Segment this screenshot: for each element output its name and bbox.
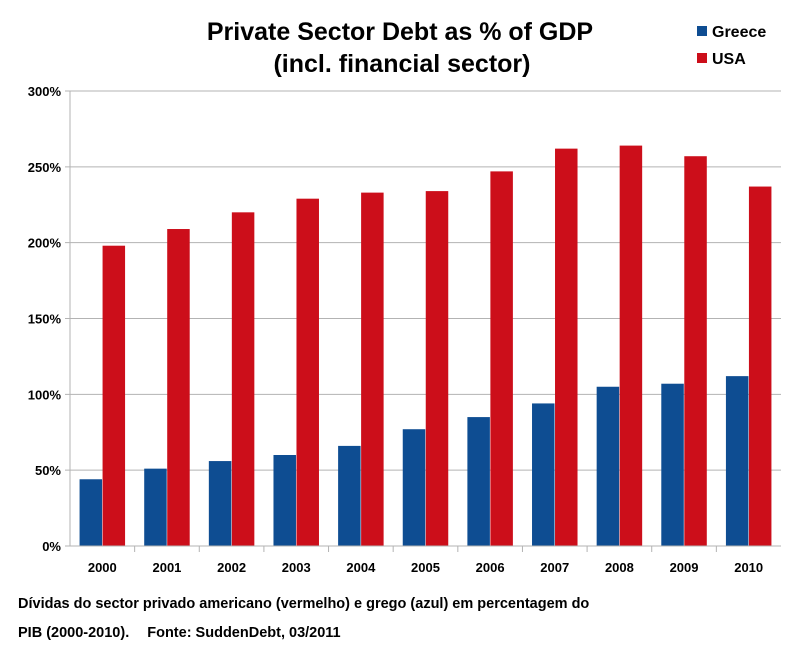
legend-label-greece: Greece xyxy=(712,24,766,41)
legend-swatch-usa xyxy=(697,53,707,63)
caption-line-2: PIB (2000-2010). Fonte: SuddenDebt, 03/20… xyxy=(18,625,341,641)
x-tick-label: 2002 xyxy=(217,560,246,575)
bar-usa xyxy=(296,198,319,546)
bar-greece xyxy=(79,479,103,546)
legend-label-usa: USA xyxy=(712,51,746,68)
x-tick-label: 2003 xyxy=(282,560,311,575)
y-tick-label: 200% xyxy=(28,236,62,251)
bar-usa xyxy=(102,245,126,546)
bar-usa xyxy=(619,145,643,546)
axes xyxy=(69,91,781,552)
x-tick-label: 2007 xyxy=(540,560,569,575)
bar-usa xyxy=(167,229,190,546)
bar-greece xyxy=(467,417,490,546)
x-tick-label: 2001 xyxy=(152,560,181,575)
bar-usa xyxy=(684,156,707,546)
bar-usa xyxy=(231,212,255,547)
x-tick-label: 2008 xyxy=(605,560,634,575)
y-tick-label: 0% xyxy=(42,539,61,554)
x-tick-label: 2004 xyxy=(346,560,376,575)
chart-title: Private Sector Debt as % of GDP xyxy=(207,18,593,46)
bar-greece xyxy=(208,461,232,546)
bar-usa xyxy=(490,171,513,546)
y-tick-label: 150% xyxy=(28,312,62,327)
caption-source: Fonte: SuddenDebt, 03/2011 xyxy=(147,625,341,641)
bar-usa xyxy=(361,192,384,546)
x-tick-label: 2010 xyxy=(734,560,763,575)
x-tick-label: 2000 xyxy=(88,560,117,575)
bar-usa xyxy=(748,186,772,547)
y-tick-label: 250% xyxy=(28,160,62,175)
bar-greece xyxy=(338,445,361,546)
bar-greece xyxy=(661,383,684,546)
legend: Greece USA xyxy=(697,24,766,68)
caption-period: PIB (2000-2010). xyxy=(18,625,130,641)
legend-swatch-greece xyxy=(697,26,707,36)
bars xyxy=(79,145,772,547)
x-tick-labels: 2000 2001 2002 2003 2004 2005 2006 2007 2008 2009… xyxy=(88,560,763,575)
x-tick-label: 2005 xyxy=(411,560,440,575)
bar-usa xyxy=(555,148,578,546)
y-tick-label: 50% xyxy=(35,463,61,478)
y-tick-labels: 0% 50% 100% 150% 200% 250% 300% xyxy=(28,84,62,554)
y-tick-label: 100% xyxy=(28,387,62,402)
bar-greece xyxy=(273,455,296,546)
bar-greece xyxy=(532,403,555,546)
x-tick-label: 2009 xyxy=(670,560,699,575)
bar-greece xyxy=(596,386,620,546)
y-tick-label: 300% xyxy=(28,84,62,99)
bar-greece xyxy=(144,468,167,546)
x-tick-label: 2006 xyxy=(476,560,505,575)
bar-chart: Private Sector Debt as % of GDP (incl. f… xyxy=(28,18,781,575)
bar-greece xyxy=(402,429,426,546)
caption-line-1: Dívidas do sector privado americano (ver… xyxy=(18,596,590,612)
bar-usa xyxy=(425,191,449,546)
chart-subtitle: (incl. financial sector) xyxy=(273,50,530,78)
bar-greece xyxy=(725,376,749,546)
